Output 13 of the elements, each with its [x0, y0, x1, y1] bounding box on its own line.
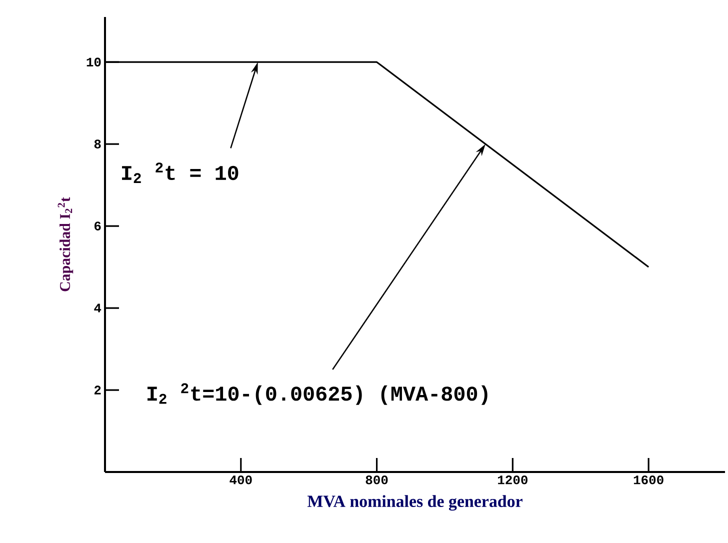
y-tick-label: 6: [94, 222, 101, 230]
y-tick-label: 8: [94, 140, 101, 148]
x-tick-label: 1600: [634, 476, 664, 484]
x-axis-title: MVA nominales de generador: [307, 495, 522, 511]
x-tick-label: 800: [366, 476, 388, 484]
y-tick-label: 10: [86, 58, 101, 66]
annotation: I$_{2}$ $^{2}$t = 10: [122, 162, 238, 183]
x-tick-label: 1200: [498, 476, 528, 484]
y-tick-label: 4: [94, 304, 102, 312]
y-axis-title: Capacidad I$_{2}$$^{2}$t: [58, 197, 74, 292]
y-tick-label: 2: [94, 386, 101, 394]
x-tick-label: 400: [230, 476, 252, 484]
annotation: I$_{2}$ $^{2}$t=10-(0.00625) (MVA-800): [148, 383, 488, 405]
